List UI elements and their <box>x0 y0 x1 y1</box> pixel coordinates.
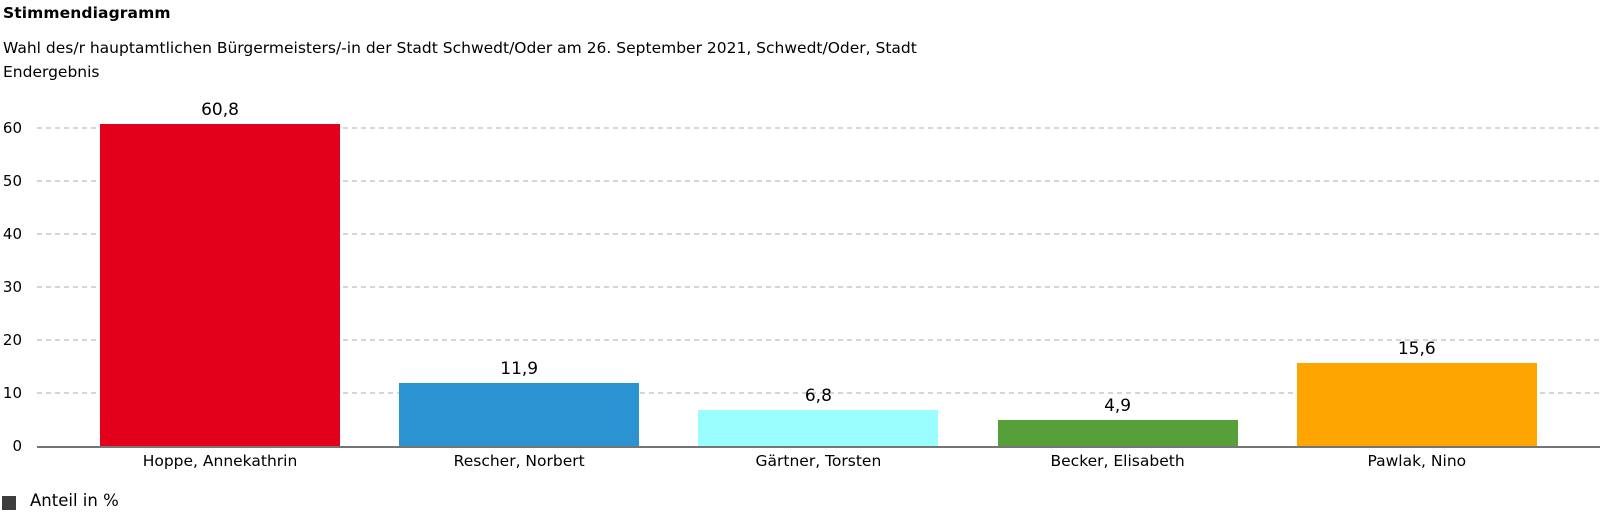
y-tick-label-0: 0 <box>12 437 22 455</box>
y-tick-label-60: 60 <box>2 119 22 137</box>
y-tick-label-20: 20 <box>2 331 22 349</box>
x-tick-label-rescher-norbert: Rescher, Norbert <box>453 452 585 470</box>
bar-value-label-hoppe-annekathrin: 60,8 <box>201 99 239 120</box>
chart-subtitle: Wahl des/r hauptamtlichen Bürgermeisters… <box>3 36 917 84</box>
gridline-10 <box>37 392 1600 394</box>
gridline-60 <box>37 127 1600 129</box>
bar-becker-elisabeth <box>997 420 1238 446</box>
bar-value-label-gärtner-torsten: 6,8 <box>804 385 832 406</box>
x-tick-label-hoppe-annekathrin: Hoppe, Annekathrin <box>142 452 298 470</box>
chart-title: Stimmendiagramm <box>3 4 171 22</box>
plot-area: 60,8 11,9 6,8 4,9 15,6 <box>37 0 1600 522</box>
x-tick-label-becker-elisabeth: Becker, Elisabeth <box>1050 452 1185 470</box>
bar-gärtner-torsten <box>698 409 939 446</box>
gridline-50 <box>37 180 1600 182</box>
gridline-40 <box>37 233 1600 235</box>
bar-value-label-rescher-norbert: 11,9 <box>500 358 539 379</box>
legend-swatch-icon <box>2 496 16 510</box>
bar-value-label-becker-elisabeth: 4,9 <box>1104 396 1132 417</box>
y-tick-label-40: 40 <box>2 225 22 243</box>
x-tick-label-gärtner-torsten: Gärtner, Torsten <box>755 452 882 470</box>
bar-rescher-norbert <box>399 382 640 446</box>
x-tick-label-pawlak-nino: Pawlak, Nino <box>1367 452 1467 470</box>
bar-pawlak-nino <box>1296 363 1537 446</box>
chart-subtitle-line2: Endergebnis <box>3 63 100 81</box>
bar-hoppe-annekathrin <box>100 123 340 446</box>
chart-subtitle-line1: Wahl des/r hauptamtlichen Bürgermeisters… <box>3 39 917 57</box>
gridline-20 <box>37 339 1600 341</box>
legend-label: Anteil in % <box>30 491 119 510</box>
bar-value-label-pawlak-nino: 15,6 <box>1397 339 1436 360</box>
y-tick-label-10: 10 <box>2 384 22 402</box>
x-axis-line <box>37 446 1600 448</box>
y-tick-label-30: 30 <box>2 278 22 296</box>
y-tick-label-50: 50 <box>2 172 22 190</box>
gridline-30 <box>37 286 1600 288</box>
